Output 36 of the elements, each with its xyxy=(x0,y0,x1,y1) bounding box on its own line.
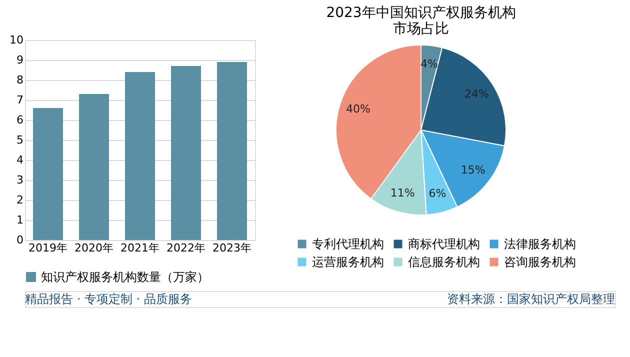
y-tick-label: 9 xyxy=(16,54,24,66)
y-tick-label: 4 xyxy=(16,154,24,166)
x-tick-label: 2023年 xyxy=(212,242,252,254)
data-label: 24% xyxy=(464,88,489,101)
legend-label: 法律服务机构 xyxy=(504,237,576,251)
data-label: 15% xyxy=(460,163,486,176)
legend-label: 咨询服务机构 xyxy=(504,255,576,269)
data-label: 6% xyxy=(428,186,446,200)
legend-label: 知识产权服务机构数量（万家） xyxy=(41,270,209,284)
text: 精品报告 · 专项定制 · 品质服务 xyxy=(25,292,192,306)
y-tick-label: 5 xyxy=(16,134,24,146)
x-tick-label: 2019年 xyxy=(28,242,68,254)
chart-title: 2023年中国知识产权服务机构市场占比 xyxy=(326,5,516,37)
bar xyxy=(217,62,247,240)
x-tick-label: 2021年 xyxy=(120,242,160,254)
data-label: 40% xyxy=(346,102,370,116)
bar xyxy=(125,72,155,240)
legend-label: 信息服务机构 xyxy=(408,255,480,269)
y-tick-label: 10 xyxy=(10,34,24,46)
legend-label: 专利代理机构 xyxy=(312,237,384,251)
y-tick-label: 3 xyxy=(16,174,24,186)
y-tick-label: 0 xyxy=(16,234,24,246)
y-tick-label: 1 xyxy=(16,214,24,226)
bar xyxy=(79,94,109,240)
text: 资料来源：国家知识产权局整理 xyxy=(447,292,615,306)
data-label: 11% xyxy=(390,186,415,200)
y-tick-label: 7 xyxy=(16,94,24,106)
x-tick-label: 2020年 xyxy=(74,242,114,254)
bar xyxy=(171,66,201,240)
x-tick-label: 2022年 xyxy=(166,242,206,254)
y-tick-label: 2 xyxy=(16,194,24,206)
legend-label: 商标代理机构 xyxy=(408,237,480,251)
bar xyxy=(33,108,63,240)
legend-label: 运营服务机构 xyxy=(312,255,384,269)
y-tick-label: 6 xyxy=(16,114,24,126)
y-tick-label: 8 xyxy=(16,74,24,86)
